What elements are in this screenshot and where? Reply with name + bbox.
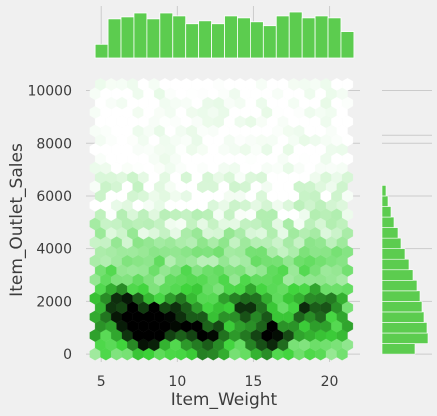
right-histogram-bar <box>381 227 399 239</box>
top-histogram-bar <box>211 23 225 59</box>
right-histogram-bar <box>381 206 392 218</box>
right-histogram-bar <box>381 185 387 197</box>
top-histogram-bar <box>120 16 135 59</box>
top-histogram-bar <box>159 12 174 59</box>
y-tick-label: 2000 <box>36 294 72 310</box>
top-histogram-bar <box>185 23 200 59</box>
y-axis-label: Item_Outlet_Sales <box>7 143 27 297</box>
top-histogram-bar <box>237 17 251 59</box>
y-tick-label: 0 <box>63 347 72 363</box>
top-histogram-bar <box>301 17 316 59</box>
top-histogram-bar <box>133 12 148 59</box>
y-tick-label: 4000 <box>36 242 72 258</box>
right-histogram-bar <box>381 301 423 313</box>
y-tick-label: 6000 <box>36 189 72 205</box>
x-tick-label: 15 <box>245 374 263 390</box>
top-histogram-bar <box>249 21 264 59</box>
top-histogram-bar <box>146 18 161 59</box>
x-tick-label: 5 <box>97 374 106 390</box>
x-tick-label: 10 <box>168 374 186 390</box>
right-histogram-bar <box>381 237 402 249</box>
y-tick-label: 10000 <box>27 84 72 100</box>
top-histogram-bar <box>107 18 122 59</box>
right-histogram-bar <box>381 269 414 281</box>
hexbin-cell <box>341 78 354 91</box>
top-histogram-bar <box>94 43 109 59</box>
right-histogram-bar <box>381 332 429 344</box>
top-histogram-bar <box>172 15 187 59</box>
tick-labels: 5 10 15 20 0 2000 4000 6000 8000 10000 <box>27 84 338 390</box>
right-histogram-bar <box>381 322 428 334</box>
top-histogram-bar <box>327 17 342 59</box>
top-histogram-bar <box>288 11 303 59</box>
right-histogram-bar <box>381 311 425 323</box>
right-histogram-bar <box>381 248 406 260</box>
right-histogram-bar <box>381 195 389 207</box>
x-axis-label: Item_Weight <box>171 390 278 410</box>
right-histogram-bar <box>381 290 421 302</box>
top-histogram-bar <box>314 15 329 59</box>
top-histogram-bar <box>198 20 212 59</box>
right-histogram-bar <box>381 279 418 292</box>
hexbin-layer <box>89 78 354 361</box>
marginal-y-histogram <box>381 185 429 355</box>
top-histogram-bar <box>340 31 355 59</box>
right-histogram-bar <box>381 343 416 355</box>
top-histogram-bar <box>262 25 277 59</box>
right-histogram-bar <box>381 216 395 228</box>
x-tick-label: 20 <box>321 374 339 390</box>
right-histogram-bar <box>381 258 410 271</box>
y-tick-label: 8000 <box>36 136 72 152</box>
top-histogram-bar <box>275 15 290 59</box>
marginal-x-histogram <box>94 11 355 59</box>
top-histogram-bar <box>224 15 238 59</box>
